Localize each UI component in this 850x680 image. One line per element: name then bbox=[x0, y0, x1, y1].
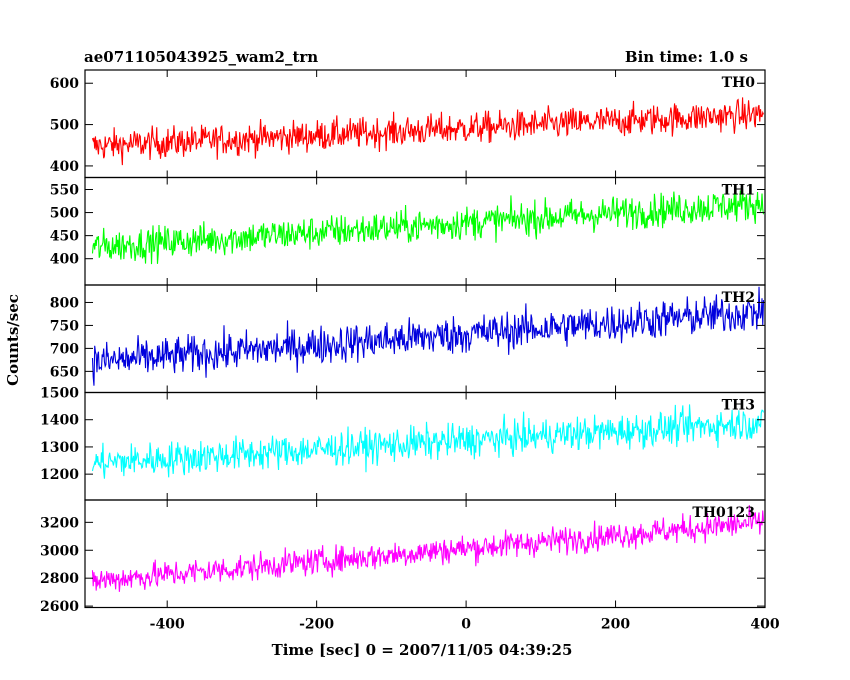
panels-group: 400 500 600 TH0 400 450 500 550 TH1 650 700 750 800 T… bbox=[40, 69, 780, 633]
y-tick-label: 400 bbox=[50, 252, 79, 268]
y-tick-label: 2600 bbox=[40, 599, 79, 615]
panel-th2: 650 700 750 800 TH2 bbox=[50, 284, 766, 394]
y-tick-label: 550 bbox=[50, 182, 79, 198]
y-tick-label: 800 bbox=[50, 295, 79, 311]
x-tick-label: 400 bbox=[750, 617, 779, 633]
y-tick-label: 650 bbox=[50, 364, 79, 380]
series-line-th3 bbox=[91, 404, 765, 479]
x-tick-label: -200 bbox=[299, 617, 334, 633]
panel-th0123: 2600 2800 3000 3200 TH0123 bbox=[40, 499, 766, 615]
y-tick-label: 1500 bbox=[40, 386, 79, 402]
panel-label-th0: TH0 bbox=[722, 75, 756, 91]
series-line-th1 bbox=[91, 188, 765, 265]
y-axis-label: Counts/sec bbox=[4, 294, 22, 386]
panel-label-th3: TH3 bbox=[722, 398, 755, 414]
y-tick-label: 450 bbox=[50, 229, 79, 245]
panel-label-th0123: TH0123 bbox=[692, 505, 755, 521]
observation-id-title: ae071105043925_wam2_trn bbox=[84, 48, 318, 66]
y-tick-label: 700 bbox=[50, 341, 79, 357]
bin-time-label: Bin time: 1.0 s bbox=[625, 48, 748, 66]
x-tick-label: 0 bbox=[461, 617, 471, 633]
series-line-th0 bbox=[91, 97, 765, 166]
panel-th1: 400 450 500 550 TH1 bbox=[50, 176, 766, 286]
x-tick-label: 200 bbox=[601, 617, 630, 633]
panel-label-th2: TH2 bbox=[722, 290, 755, 306]
y-tick-label: 400 bbox=[50, 159, 79, 175]
y-tick-label: 1200 bbox=[40, 467, 79, 483]
panel-frame bbox=[84, 176, 766, 286]
series-line-th0123 bbox=[91, 505, 765, 592]
y-tick-label: 1300 bbox=[40, 440, 79, 456]
panel-th0: 400 500 600 TH0 bbox=[50, 69, 766, 179]
y-tick-label: 2800 bbox=[40, 571, 79, 587]
y-tick-label: 3000 bbox=[40, 543, 79, 559]
y-tick-label: 750 bbox=[50, 318, 79, 334]
x-tick-label: -400 bbox=[150, 617, 185, 633]
panel-th3: 1200 1300 1400 1500 TH3 bbox=[40, 386, 766, 501]
panel-label-th1: TH1 bbox=[722, 183, 755, 199]
series-line-th2 bbox=[91, 286, 765, 386]
y-tick-label: 500 bbox=[50, 206, 79, 222]
y-tick-label: 3200 bbox=[40, 515, 79, 531]
x-axis-label: Time [sec] 0 = 2007/11/05 04:39:25 bbox=[272, 641, 573, 659]
y-tick-label: 1400 bbox=[40, 413, 79, 429]
y-tick-label: 600 bbox=[50, 76, 79, 92]
panel-frame bbox=[84, 499, 766, 609]
y-tick-label: 500 bbox=[50, 118, 79, 134]
